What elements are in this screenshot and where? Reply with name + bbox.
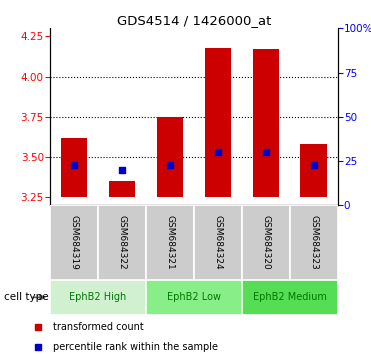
Text: EphB2 Medium: EphB2 Medium — [253, 292, 326, 302]
FancyBboxPatch shape — [98, 205, 146, 280]
FancyBboxPatch shape — [290, 205, 338, 280]
Text: GSM684324: GSM684324 — [213, 215, 222, 270]
Point — [215, 149, 221, 155]
Bar — [61, 138, 87, 197]
Point — [35, 344, 41, 350]
Text: GSM684322: GSM684322 — [118, 215, 127, 270]
Text: transformed count: transformed count — [53, 322, 144, 332]
Text: GSM684320: GSM684320 — [261, 215, 270, 270]
Text: GSM684321: GSM684321 — [165, 215, 174, 270]
Text: EphB2 High: EphB2 High — [69, 292, 127, 302]
Text: cell type: cell type — [4, 292, 48, 302]
FancyBboxPatch shape — [146, 280, 242, 315]
Bar — [205, 48, 231, 197]
Text: GSM684323: GSM684323 — [309, 215, 318, 270]
Point — [167, 162, 173, 168]
Bar — [253, 49, 279, 197]
FancyBboxPatch shape — [194, 205, 242, 280]
Point — [119, 167, 125, 173]
FancyBboxPatch shape — [50, 205, 98, 280]
Point — [311, 162, 316, 168]
Point — [35, 325, 41, 330]
Text: EphB2 Low: EphB2 Low — [167, 292, 221, 302]
Bar — [109, 181, 135, 197]
Point — [263, 149, 269, 155]
Text: GSM684319: GSM684319 — [69, 215, 79, 270]
Point — [71, 162, 77, 168]
Title: GDS4514 / 1426000_at: GDS4514 / 1426000_at — [116, 14, 271, 27]
FancyBboxPatch shape — [146, 205, 194, 280]
FancyBboxPatch shape — [50, 280, 146, 315]
Text: percentile rank within the sample: percentile rank within the sample — [53, 342, 218, 352]
FancyBboxPatch shape — [242, 280, 338, 315]
Bar — [157, 117, 183, 197]
FancyBboxPatch shape — [242, 205, 290, 280]
Bar — [301, 144, 327, 197]
